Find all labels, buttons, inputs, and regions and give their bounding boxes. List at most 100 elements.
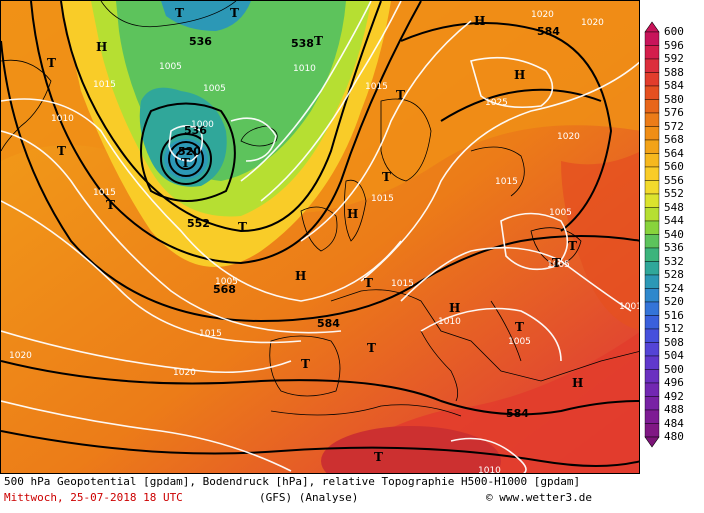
geopotential-label: 584 (317, 317, 340, 330)
legend-label: 536 (664, 241, 684, 254)
isobar-label: 1015 (365, 82, 388, 92)
legend-swatch (644, 247, 660, 262)
isobar-label: 1020 (9, 351, 32, 361)
isobar-label: 1015 (495, 177, 518, 187)
low-pressure-marker: T (175, 6, 184, 20)
legend-label: 584 (664, 79, 684, 92)
legend-label: 548 (664, 200, 684, 214)
isobar-label: 1005 (203, 84, 226, 94)
legend-swatch (644, 382, 660, 397)
geopotential-label: 584 (506, 407, 529, 420)
low-core (164, 139, 208, 179)
legend-swatch (644, 112, 660, 127)
legend-swatch (644, 58, 660, 73)
legend-swatch (644, 328, 660, 343)
low-pressure-marker: T (396, 88, 405, 102)
isobar-label: 1015 (199, 329, 222, 339)
legend-swatch (644, 355, 660, 370)
legend-swatch (644, 396, 660, 411)
isobar-label: 1015 (93, 188, 116, 198)
legend-label: 580 (664, 92, 684, 106)
isobar-label: 1020 (581, 18, 604, 28)
legend-swatch (644, 193, 660, 208)
geopotential-label: 568 (213, 283, 236, 296)
low-pressure-marker: T (301, 357, 310, 371)
isobar-label: 1005 (159, 62, 182, 72)
legend-label: 572 (664, 119, 684, 133)
low-pressure-marker: T (382, 170, 391, 184)
geopotential-label: 536 (189, 35, 212, 48)
legend-label: 508 (664, 335, 684, 349)
legend-swatch (644, 207, 660, 222)
legend-label: 544 (664, 214, 684, 227)
legend-swatch (644, 180, 660, 195)
legend-label: 512 (664, 322, 684, 335)
legend-swatch (644, 301, 660, 316)
low-pressure-marker: T (238, 220, 247, 234)
isobar-label: 1015 (93, 80, 116, 90)
legend-label: 552 (664, 187, 684, 200)
isobar-label: 1005 (215, 277, 238, 287)
isobar-label: 1010 (438, 317, 461, 327)
low-pressure-marker: T (230, 6, 239, 20)
legend-label: 600 (664, 25, 684, 38)
isobar-label-group: 1005 1015 1010 1015 1005 1010 1015 1020 … (9, 10, 640, 474)
geopotential-label: 584 (537, 25, 560, 38)
high-pressure-marker: H (449, 301, 460, 315)
legend-label: 500 (664, 362, 684, 376)
legend-label: 560 (664, 160, 684, 173)
isobar-label: 1010 (51, 114, 74, 124)
high-pressure-marker: H (572, 376, 583, 390)
isobar-label: 1025 (485, 98, 508, 108)
legend-label: 516 (664, 308, 684, 322)
pressure-centres: H H H H H H H T T T T T T T T T T T T T … (47, 6, 583, 464)
isobar-label: 1020 (557, 132, 580, 142)
legend-label: 480 (664, 430, 684, 443)
legend-swatch (644, 261, 660, 276)
isobar-label: 1005 (549, 208, 572, 218)
legend-label: 540 (664, 227, 684, 241)
high-pressure-marker: H (347, 207, 358, 221)
legend-swatch (644, 72, 660, 87)
model-run: (GFS) (Analyse) (259, 491, 359, 504)
legend-label: 520 (664, 295, 684, 308)
thickness-band-528 (161, 1, 251, 31)
isobar-label: 1005 (508, 337, 531, 347)
isobar-label: 1001 (619, 302, 640, 312)
source-credit: © www.wetter3.de (486, 491, 592, 504)
geopotential-label: 552 (187, 217, 210, 230)
legend-swatch (644, 234, 660, 249)
color-legend: 600 596 592 588 584 580 576 572 568 564 560 556 552 5… (640, 20, 704, 460)
low-pressure-marker: T (568, 239, 577, 253)
geopotential-label-group: 536 538 536 520 552 568 584 584 584 (178, 25, 560, 420)
legend-swatch (644, 126, 660, 141)
isobar-label: 1010 (293, 64, 316, 74)
legend-label: 556 (664, 173, 684, 187)
low-pressure-marker: T (47, 56, 56, 70)
map-canvas: 536 538 536 520 552 568 584 584 584 1005… (1, 1, 640, 474)
legend-colorbar (644, 21, 660, 448)
legend-label: 576 (664, 106, 684, 119)
low-pressure-marker: T (515, 320, 524, 334)
legend-swatch (644, 423, 660, 438)
weather-map: 536 538 536 520 552 568 584 584 584 1005… (0, 0, 640, 474)
low-pressure-marker: T (374, 450, 383, 464)
valid-date: Mittwoch, 25-07-2018 18 UTC (4, 491, 183, 504)
isobar-label: 1010 (478, 466, 501, 474)
high-pressure-marker: H (514, 68, 525, 82)
isobar-label: 1015 (391, 279, 414, 289)
legend-swatch (644, 85, 660, 100)
legend-label: 496 (664, 376, 684, 389)
low-pressure-marker: T (364, 276, 373, 290)
isobar-label: 1020 (531, 10, 554, 20)
high-pressure-marker: H (474, 14, 485, 28)
geopotential-label: 520 (178, 145, 201, 158)
legend-arrow-bottom (644, 436, 660, 448)
legend-swatch (644, 166, 660, 181)
low-pressure-marker: T (57, 144, 66, 158)
low-pressure-marker: T (314, 34, 323, 48)
legend-label: 484 (664, 416, 684, 430)
legend-swatch (644, 274, 660, 289)
legend-arrow-top (644, 21, 660, 33)
isobars (1, 1, 639, 473)
